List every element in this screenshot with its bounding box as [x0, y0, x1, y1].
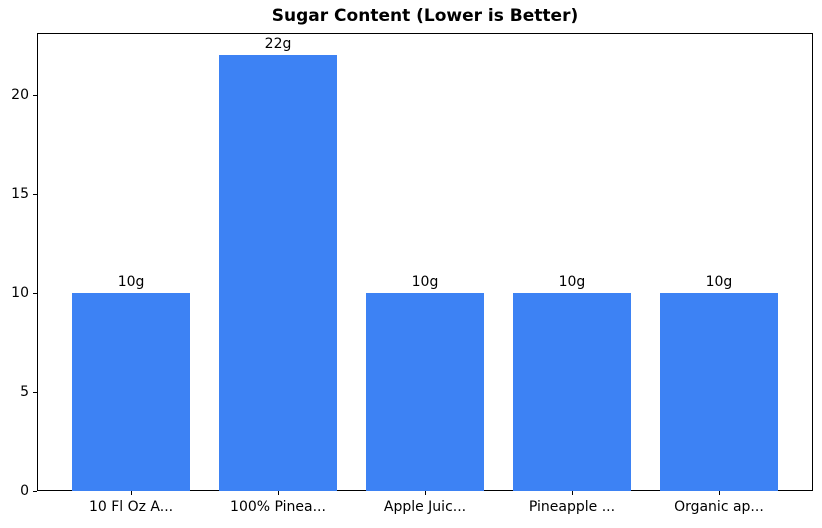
bar-value-label: 10g [411, 273, 439, 290]
x-tick-mark [278, 491, 280, 495]
bar [513, 292, 631, 491]
x-tick-mark [425, 491, 426, 495]
x-tick-label: Pineapple ... [528, 499, 616, 515]
x-tick-mark [718, 491, 720, 495]
bar-value-label: 22g [264, 36, 292, 53]
bar [72, 292, 190, 491]
x-tick-label: 100% Pinea... [230, 499, 326, 515]
y-tick-mark [33, 193, 37, 195]
y-tick-label: 15 [11, 185, 29, 202]
x-tick-label: Organic ap... [674, 499, 764, 515]
chart-title: Sugar Content (Lower is Better) [271, 6, 579, 26]
y-tick-mark [33, 292, 37, 294]
y-tick-mark [33, 491, 37, 492]
x-tick-mark [131, 491, 133, 495]
bar-value-label: 10g [705, 273, 733, 290]
y-tick-label: 5 [20, 383, 29, 400]
y-tick-label: 0 [20, 483, 29, 499]
y-tick-label: 20 [11, 86, 29, 103]
bar [366, 292, 484, 491]
bar-value-label: 10g [558, 273, 586, 290]
x-tick-label: 10 Fl Oz A... [88, 499, 174, 515]
x-tick-label: Apple Juic... [383, 499, 467, 515]
y-tick-mark [33, 94, 37, 96]
bar [219, 55, 337, 491]
bar [660, 292, 778, 491]
bar-value-label: 10g [117, 273, 145, 290]
x-tick-mark [571, 491, 573, 495]
y-tick-mark [33, 391, 37, 393]
y-tick-label: 10 [11, 284, 29, 301]
